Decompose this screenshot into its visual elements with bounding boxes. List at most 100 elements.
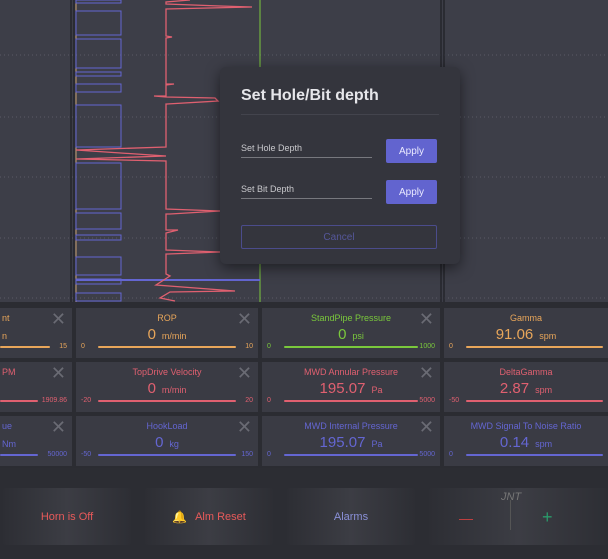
gauge-value: 0 m/min (76, 326, 258, 343)
gauge-unit: Nm (2, 439, 16, 449)
bottom-toolbar: Horn is Off 🔔 Alm Reset Alarms JNT — + (0, 468, 608, 559)
gauge-value: 91.06 spm (444, 326, 608, 343)
gauge-bar (98, 454, 236, 456)
gauge-label: ROP (157, 313, 177, 323)
close-icon[interactable]: ✕ (418, 417, 434, 437)
close-icon[interactable]: ✕ (236, 363, 252, 383)
gauge-unit: spm (539, 331, 557, 341)
gamma-curve (75, 0, 253, 302)
dialog-title: Set Hole/Bit depth (241, 87, 379, 104)
lithology-block (75, 292, 122, 302)
gauge-min: -50 (449, 397, 460, 404)
gauge-label: DeltaGamma (499, 367, 553, 377)
gauge-unit: spm (535, 385, 553, 395)
gauge-unit: m/min (161, 385, 187, 395)
close-icon[interactable]: ✕ (50, 309, 66, 329)
gauge-label: nt (2, 313, 10, 323)
gauge-label: Gamma (509, 313, 542, 323)
jnt-decrement-button[interactable]: — (459, 510, 473, 526)
gauge-bar (0, 346, 50, 348)
gauge-label: HookLoad (146, 421, 188, 431)
gauge-panel: ROP 0 m/min 0 10 ✕ (76, 308, 258, 358)
gauge-panel: MWD Signal To Noise Ratio 0.14 spm 0 (444, 416, 608, 466)
close-icon[interactable]: ✕ (418, 363, 434, 383)
lithology-block (75, 83, 122, 93)
gauge-value: n (2, 326, 72, 343)
gauge-bar (0, 454, 38, 456)
gauge-value: Nm (2, 434, 72, 451)
gauge-unit: psi (352, 331, 364, 341)
close-icon[interactable]: ✕ (418, 309, 434, 329)
gauge-panel: TopDrive Velocity 0 m/min -20 20 ✕ (76, 362, 258, 412)
jnt-control: JNT — + (429, 488, 608, 545)
gauge-reading: 2.87 (499, 380, 530, 397)
lithology-block (75, 234, 122, 241)
horn-button[interactable]: Horn is Off (3, 488, 131, 545)
alarms-button[interactable]: Alarms (287, 488, 415, 545)
gauge-bar (0, 400, 38, 402)
lithology-block (75, 38, 122, 69)
gauge-min: 0 (449, 343, 453, 350)
gauge-max: 20 (245, 397, 253, 404)
gauge-bar (466, 454, 603, 456)
alarm-reset-button[interactable]: 🔔 Alm Reset (145, 488, 273, 545)
lithology-block (75, 0, 122, 4)
gauge-bar (284, 400, 418, 402)
gauge-label: PM (2, 367, 16, 377)
gauge-panel: ue Nm 50000 ✕ (0, 416, 72, 466)
lithology-block (75, 71, 122, 77)
gauge-bar (98, 346, 236, 348)
gauge-min: 0 (267, 397, 271, 404)
close-icon[interactable]: ✕ (236, 417, 252, 437)
gauge-max: 15 (59, 343, 67, 350)
jnt-increment-button[interactable]: + (542, 507, 553, 527)
gauge-label: StandPipe Pressure (310, 313, 392, 323)
gauge-bar (98, 400, 236, 402)
gauge-reading: 0 (338, 326, 347, 343)
close-icon[interactable]: ✕ (236, 309, 252, 329)
gauge-max: 5000 (419, 397, 435, 404)
gauge-panel: HookLoad 0 kg -50 150 ✕ (76, 416, 258, 466)
bit-depth-input[interactable]: Set Bit Depth (241, 184, 372, 199)
jnt-label: JNT (501, 491, 522, 503)
gauge-panel: DeltaGamma 2.87 spm -50 (444, 362, 608, 412)
gauge-max: 150 (241, 451, 253, 458)
apply-bit-depth-button[interactable]: Apply (386, 180, 437, 204)
close-icon[interactable]: ✕ (50, 363, 66, 383)
hole-depth-input[interactable]: Set Hole Depth (241, 143, 372, 158)
gauge-max: 1000 (419, 343, 435, 350)
gauge-value: 0 psi (262, 326, 440, 343)
gauge-min: 0 (267, 343, 271, 350)
alarm-reset-label: Alm Reset (195, 510, 246, 523)
gauge-value: 195.07 Pa (262, 434, 440, 451)
gauge-panel: nt n 15 ✕ (0, 308, 72, 358)
lithology-block (75, 104, 122, 148)
gauge-unit: n (2, 331, 8, 341)
gauge-reading: 91.06 (495, 326, 534, 343)
gauge-bar (284, 454, 418, 456)
gauge-value: 195.07 Pa (262, 380, 440, 397)
gauge-reading: 195.07 (319, 434, 366, 451)
gauge-bar (284, 346, 418, 348)
close-icon[interactable]: ✕ (50, 417, 66, 437)
gauge-max: 50000 (47, 451, 67, 458)
cancel-button[interactable]: Cancel (241, 225, 437, 249)
apply-hole-depth-button[interactable]: Apply (386, 139, 437, 163)
gauge-min: -50 (81, 451, 92, 458)
lithology-block (75, 212, 122, 230)
lithology-block (75, 256, 122, 276)
gauge-reading: 0 (155, 434, 164, 451)
gauge-panel: MWD Annular Pressure 195.07 Pa 0 5000 ✕ (262, 362, 440, 412)
gauge-unit: Pa (371, 385, 383, 395)
gauge-unit: spm (535, 439, 553, 449)
gauge-panel: PM 1909.86 ✕ (0, 362, 72, 412)
gauge-value: 0 kg (76, 434, 258, 451)
gauge-label: MWD Signal To Noise Ratio (470, 421, 582, 431)
gauge-min: -20 (81, 397, 92, 404)
gauge-reading: 0.14 (499, 434, 530, 451)
divider (241, 114, 439, 115)
gauge-value: 0 m/min (76, 380, 258, 397)
set-depth-dialog: Set Hole/Bit depth Set Hole Depth Apply … (220, 67, 460, 264)
bell-ring-icon: 🔔 (172, 509, 188, 524)
gauge-min: 0 (267, 451, 271, 458)
